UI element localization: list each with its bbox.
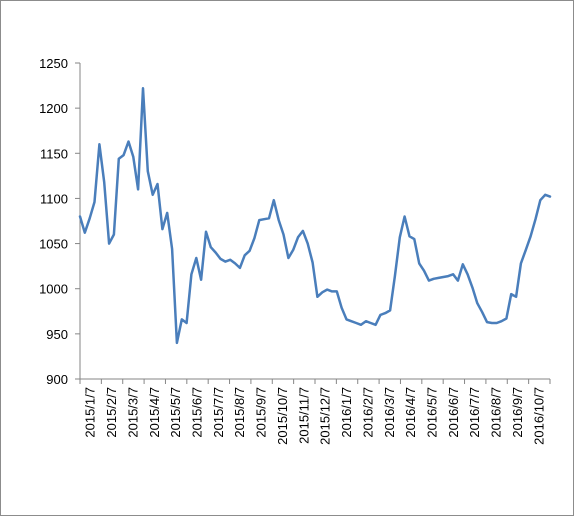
x-tick-label: 2016/6/7 xyxy=(446,387,461,438)
series-line xyxy=(78,87,552,345)
series-layer xyxy=(78,87,552,345)
x-axis-tick-labels: 2015/1/7 2015/2/7 2015/3/7 2015/4/7 2015/5/7… xyxy=(83,387,547,445)
x-tick-label: 2016/10/7 xyxy=(531,387,546,445)
x-tick-label: 2015/9/7 xyxy=(254,387,269,438)
x-tick-label: 2015/10/7 xyxy=(275,387,290,445)
y-axis-tick-labels: 900 950 1000 1050 1100 1150 1200 1250 xyxy=(39,56,68,387)
x-tick-label: 2015/4/7 xyxy=(147,387,162,438)
y-tick-label: 1000 xyxy=(39,282,68,297)
x-tick-label: 2015/3/7 xyxy=(125,387,140,438)
x-tick-label: 2015/5/7 xyxy=(168,387,183,438)
y-tick-label: 1150 xyxy=(40,146,68,161)
x-tick-label: 2015/7/7 xyxy=(211,387,226,438)
x-tick-label: 2016/9/7 xyxy=(510,387,525,438)
y-tick-label: 1100 xyxy=(40,191,68,206)
x-tick-label: 2015/12/7 xyxy=(318,387,333,445)
x-tick-label: 2015/6/7 xyxy=(190,387,205,438)
y-tick-label: 1050 xyxy=(39,237,68,252)
y-tick-label: 900 xyxy=(46,372,68,387)
x-tick-label: 2016/8/7 xyxy=(489,387,504,438)
x-tick-label: 2015/8/7 xyxy=(232,387,247,438)
y-tick-label: 1250 xyxy=(39,56,68,71)
y-tick-label: 950 xyxy=(46,327,68,342)
y-tick-label: 1200 xyxy=(39,101,68,116)
chart-axes xyxy=(75,62,551,384)
x-tick-label: 2015/1/7 xyxy=(83,387,98,438)
x-tick-label: 2016/5/7 xyxy=(425,387,440,438)
x-tick-label: 2016/4/7 xyxy=(403,387,418,438)
x-tick-label: 2016/1/7 xyxy=(339,387,354,438)
x-tick-label: 2016/3/7 xyxy=(382,387,397,438)
x-tick-label: 2015/2/7 xyxy=(104,387,119,438)
x-tick-label: 2016/2/7 xyxy=(360,387,375,438)
x-tick-label: 2015/11/7 xyxy=(296,387,311,444)
x-tick-label: 2016/7/7 xyxy=(467,387,482,438)
